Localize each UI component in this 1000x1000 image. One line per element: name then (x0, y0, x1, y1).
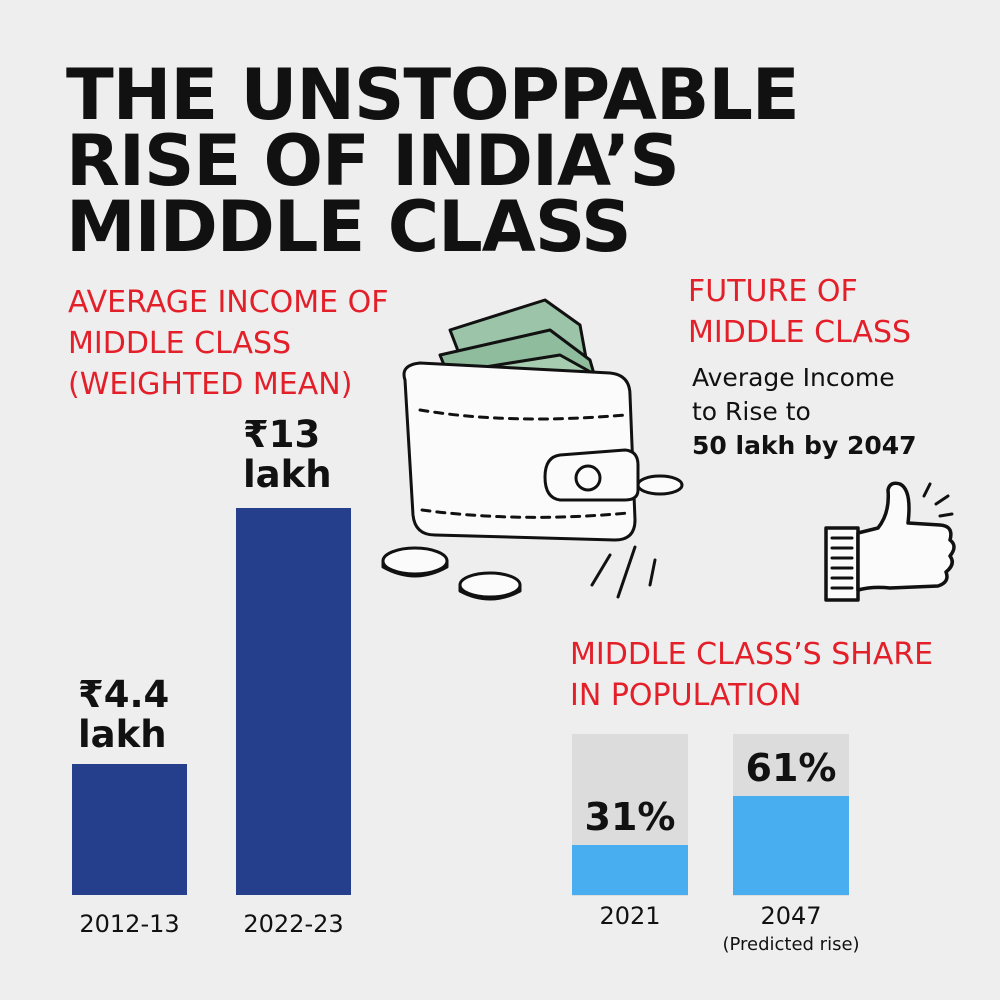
future-heading-line-2: MIDDLE CLASS (688, 315, 912, 350)
income-bar-label-1-unit: lakh (78, 713, 167, 756)
income-heading-line-3: (WEIGHTED MEAN) (68, 367, 353, 402)
income-heading-line-2: MIDDLE CLASS (68, 326, 292, 361)
income-bar-label-1: ₹4.4 lakh (78, 675, 169, 755)
wallet-icon (381, 298, 684, 601)
income-heading-line-1: AVERAGE INCOME OF (68, 285, 389, 320)
income-chart-heading: AVERAGE INCOME OF MIDDLE CLASS (WEIGHTED… (68, 282, 389, 405)
share-heading-line-1: MIDDLE CLASS’S SHARE (570, 637, 934, 672)
income-x-label-2: 2022-23 (243, 910, 344, 938)
share-x-label-1: 2021 (599, 902, 661, 930)
income-x-label-1: 2012-13 (79, 910, 180, 938)
share-label-2021: 31% (584, 794, 676, 839)
future-text: Average Income to Rise to 50 lakh by 204… (692, 361, 917, 463)
title-line-2: RISE OF INDIA’S (66, 120, 680, 202)
future-text-bold: 50 lakh by 2047 (692, 429, 917, 463)
thumbs-up-icon (824, 481, 956, 602)
future-heading: FUTURE OF MIDDLE CLASS (688, 271, 911, 353)
share-chart-heading: MIDDLE CLASS’S SHARE IN POPULATION (570, 634, 933, 716)
share-x-label-2: 2047 (760, 902, 822, 930)
share-heading-line-2: IN POPULATION (570, 678, 802, 713)
income-bar-label-1-value: ₹4.4 (78, 673, 170, 716)
income-bar-label-2-value: ₹13 (243, 413, 321, 456)
future-text-bold-value: 50 lakh by 2047 (692, 431, 917, 460)
future-text-line-2: to Rise to (692, 397, 811, 426)
future-text-line-1: Average Income (692, 363, 895, 392)
share-bar-2047 (733, 796, 849, 895)
income-bar-2012-13 (72, 764, 187, 895)
share-label-2047: 61% (745, 746, 837, 791)
income-bar-label-2: ₹13 lakh (243, 415, 332, 495)
income-bar-label-2-unit: lakh (243, 453, 332, 496)
page-title: THE UNSTOPPABLE RISE OF INDIA’S MIDDLE C… (66, 54, 966, 268)
share-bar-2021 (572, 844, 688, 895)
future-heading-line-1: FUTURE OF (688, 274, 858, 309)
income-bar-2022-23 (236, 508, 351, 895)
title-line-1: THE UNSTOPPABLE (66, 54, 800, 136)
title-line-3: MIDDLE CLASS (66, 186, 632, 268)
share-x-note-2: (Predicted rise) (722, 934, 860, 955)
